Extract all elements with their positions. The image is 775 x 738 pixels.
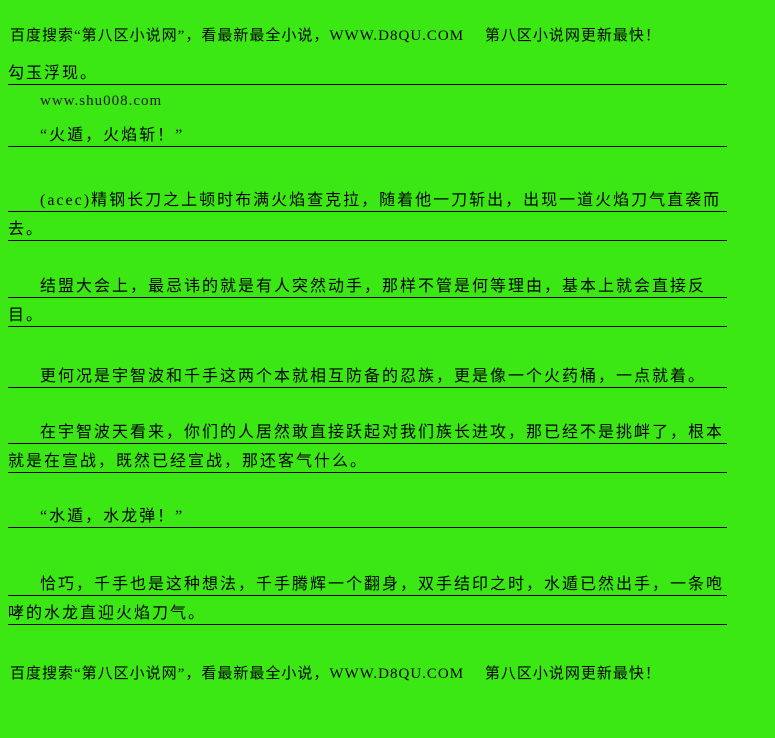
novel-paragraph-alliance-meeting: 结盟大会上，最忌讳的就是有人突然动手，那样不管是何等理由，基本上就会直接反目。 (8, 272, 727, 330)
top-promo-banner: 百度搜索“第八区小说网”，看最新最全小说，WWW.D8QU.COM 第八区小说网… (10, 28, 661, 44)
novel-paragraph-water-dragon: 恰巧，千手也是这种想法，千手腾辉一个翻身，双手结印之时，水遁已然出手，一条咆哮的… (8, 570, 727, 628)
novel-paragraph-continuation: 勾玉浮现。 (8, 59, 727, 88)
novel-paragraph-water-jutsu-shout: “水遁，水龙弹！” (8, 502, 727, 531)
novel-paragraph-uchiha-view: 在宇智波天看来，你们的人居然敢直接跃起对我们族长进攻，那已经不是挑衅了，根本就是… (8, 418, 727, 476)
novel-paragraph-flame-blade: (acec)精钢长刀之上顿时布满火焰查克拉，随着他一刀斩出，出现一道火焰刀气直袭… (8, 186, 727, 244)
novel-paragraph-fire-jutsu-shout: “火遁，火焰斩！” (8, 121, 727, 150)
bottom-promo-banner: 百度搜索“第八区小说网”，看最新最全小说，WWW.D8QU.COM 第八区小说网… (10, 666, 661, 682)
novel-paragraph-powder-keg: 更何况是宇智波和千手这两个本就相互防备的忍族，更是像一个火药桶，一点就着。 (8, 362, 727, 391)
watermark-url: www.shu008.com (40, 93, 163, 109)
